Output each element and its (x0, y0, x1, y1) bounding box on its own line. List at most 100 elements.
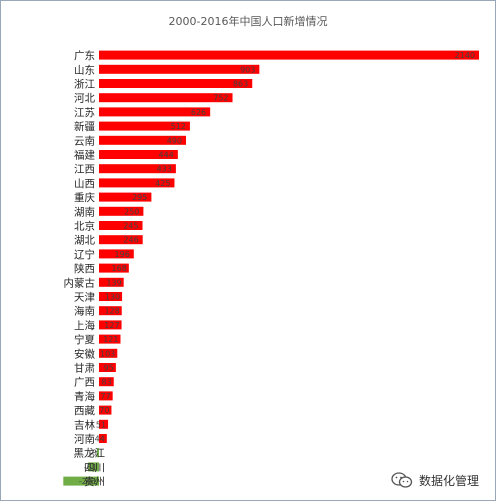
category-label: 江苏 (74, 106, 95, 119)
category-label: 浙江 (74, 79, 95, 91)
value-label: 44 (95, 435, 105, 444)
value-label: 196 (115, 250, 130, 259)
bar (99, 192, 152, 202)
value-label: 903 (240, 65, 255, 74)
value-label: 70 (99, 406, 109, 415)
value-label: 95 (104, 364, 114, 373)
bar (99, 277, 124, 287)
category-label: 湖南 (74, 205, 95, 218)
bar (99, 334, 121, 344)
watermark: 数据化管理 (391, 470, 479, 490)
chart-title: 2000-2016年中国人口新增情况 (169, 14, 328, 28)
bar (99, 292, 123, 301)
value-label: 245 (123, 222, 138, 231)
value-label: 250 (124, 207, 139, 216)
bar (99, 434, 107, 443)
bar (99, 348, 118, 358)
bar (99, 150, 178, 159)
category-label: 贵州 (84, 475, 105, 488)
bar (99, 405, 112, 415)
category-label: 江西 (74, 164, 95, 176)
category-label: 陕西 (74, 262, 95, 275)
value-label: 863 (233, 80, 248, 89)
value-label: -201 (79, 477, 97, 486)
value-label: 83 (102, 378, 112, 387)
category-label: 广东 (74, 49, 95, 62)
category-label: 内蒙古 (64, 276, 96, 289)
value-label: 246 (123, 236, 138, 245)
wechat-official-account-icon (391, 472, 413, 488)
bar (99, 249, 134, 259)
bar (99, 178, 175, 188)
category-label: 天津 (74, 292, 95, 304)
bar (63, 476, 99, 486)
category-label: 湖北 (74, 235, 95, 247)
watermark-text: 数据化管理 (419, 473, 480, 488)
value-label: 168 (112, 264, 127, 273)
value-label: 425 (155, 179, 170, 188)
category-label: 青海 (74, 390, 95, 403)
category-label: 重庆 (74, 191, 95, 204)
category-label: 新疆 (74, 120, 95, 133)
bar (99, 306, 122, 316)
category-label: 辽宁 (74, 248, 95, 261)
category-label: 河南 (74, 433, 95, 446)
bar (99, 263, 129, 273)
bar (99, 206, 144, 216)
category-labels-group: 广东山东浙江河北江苏新疆云南福建江西山西重庆湖南北京湖北辽宁陕西内蒙古天津海南上… (64, 49, 106, 488)
bar (99, 320, 122, 330)
value-label: 433 (157, 165, 172, 174)
value-label: 51 (96, 420, 106, 429)
value-label: 103 (100, 349, 115, 358)
bar (99, 419, 109, 429)
category-label: 黑龙江 (74, 447, 106, 460)
bar (99, 235, 143, 245)
category-label: 甘肃 (74, 362, 95, 375)
value-label: 139 (106, 278, 121, 287)
category-label: 西藏 (74, 405, 95, 417)
category-label: 北京 (74, 220, 95, 233)
value-label: 77 (100, 392, 110, 401)
bar (99, 164, 176, 174)
value-label: 128 (104, 307, 119, 316)
category-label: 上海 (74, 319, 95, 332)
category-label: 安徽 (74, 347, 95, 360)
bar (97, 448, 99, 458)
category-label: 吉林 (74, 418, 95, 431)
bar (99, 135, 187, 145)
category-label: 宁夏 (74, 333, 95, 346)
value-label: 512 (171, 122, 186, 131)
bar (88, 462, 99, 472)
value-label: 626 (191, 108, 206, 117)
value-label: -61 (84, 463, 97, 472)
bar (99, 391, 113, 401)
category-label: 云南 (74, 134, 95, 147)
category-label: 山西 (74, 178, 95, 190)
category-label: 河北 (74, 93, 95, 105)
value-label: 121 (103, 335, 118, 344)
value-label: 295 (132, 193, 147, 202)
bar (99, 79, 253, 88)
bar (99, 377, 114, 387)
category-label: 福建 (74, 149, 95, 162)
category-label: 山东 (74, 63, 95, 76)
value-label: 490 (167, 136, 182, 145)
category-label: 四川 (84, 462, 105, 474)
bar (99, 107, 211, 117)
value-labels-group: 2140 903 863 752 626 512 490 444 433 425 295 250 245… (79, 51, 475, 486)
value-label: 127 (104, 321, 119, 330)
bars-group (63, 50, 479, 486)
value-label: -8 (89, 449, 97, 458)
value-label: 2140 (455, 51, 475, 60)
bar (99, 64, 260, 74)
category-label: 海南 (74, 305, 95, 318)
value-label: 752 (213, 94, 228, 103)
value-label: 130 (105, 293, 120, 302)
bar (99, 363, 116, 372)
bar (99, 121, 190, 131)
bar (99, 50, 479, 60)
bar (99, 221, 143, 230)
category-label: 广西 (74, 377, 95, 389)
